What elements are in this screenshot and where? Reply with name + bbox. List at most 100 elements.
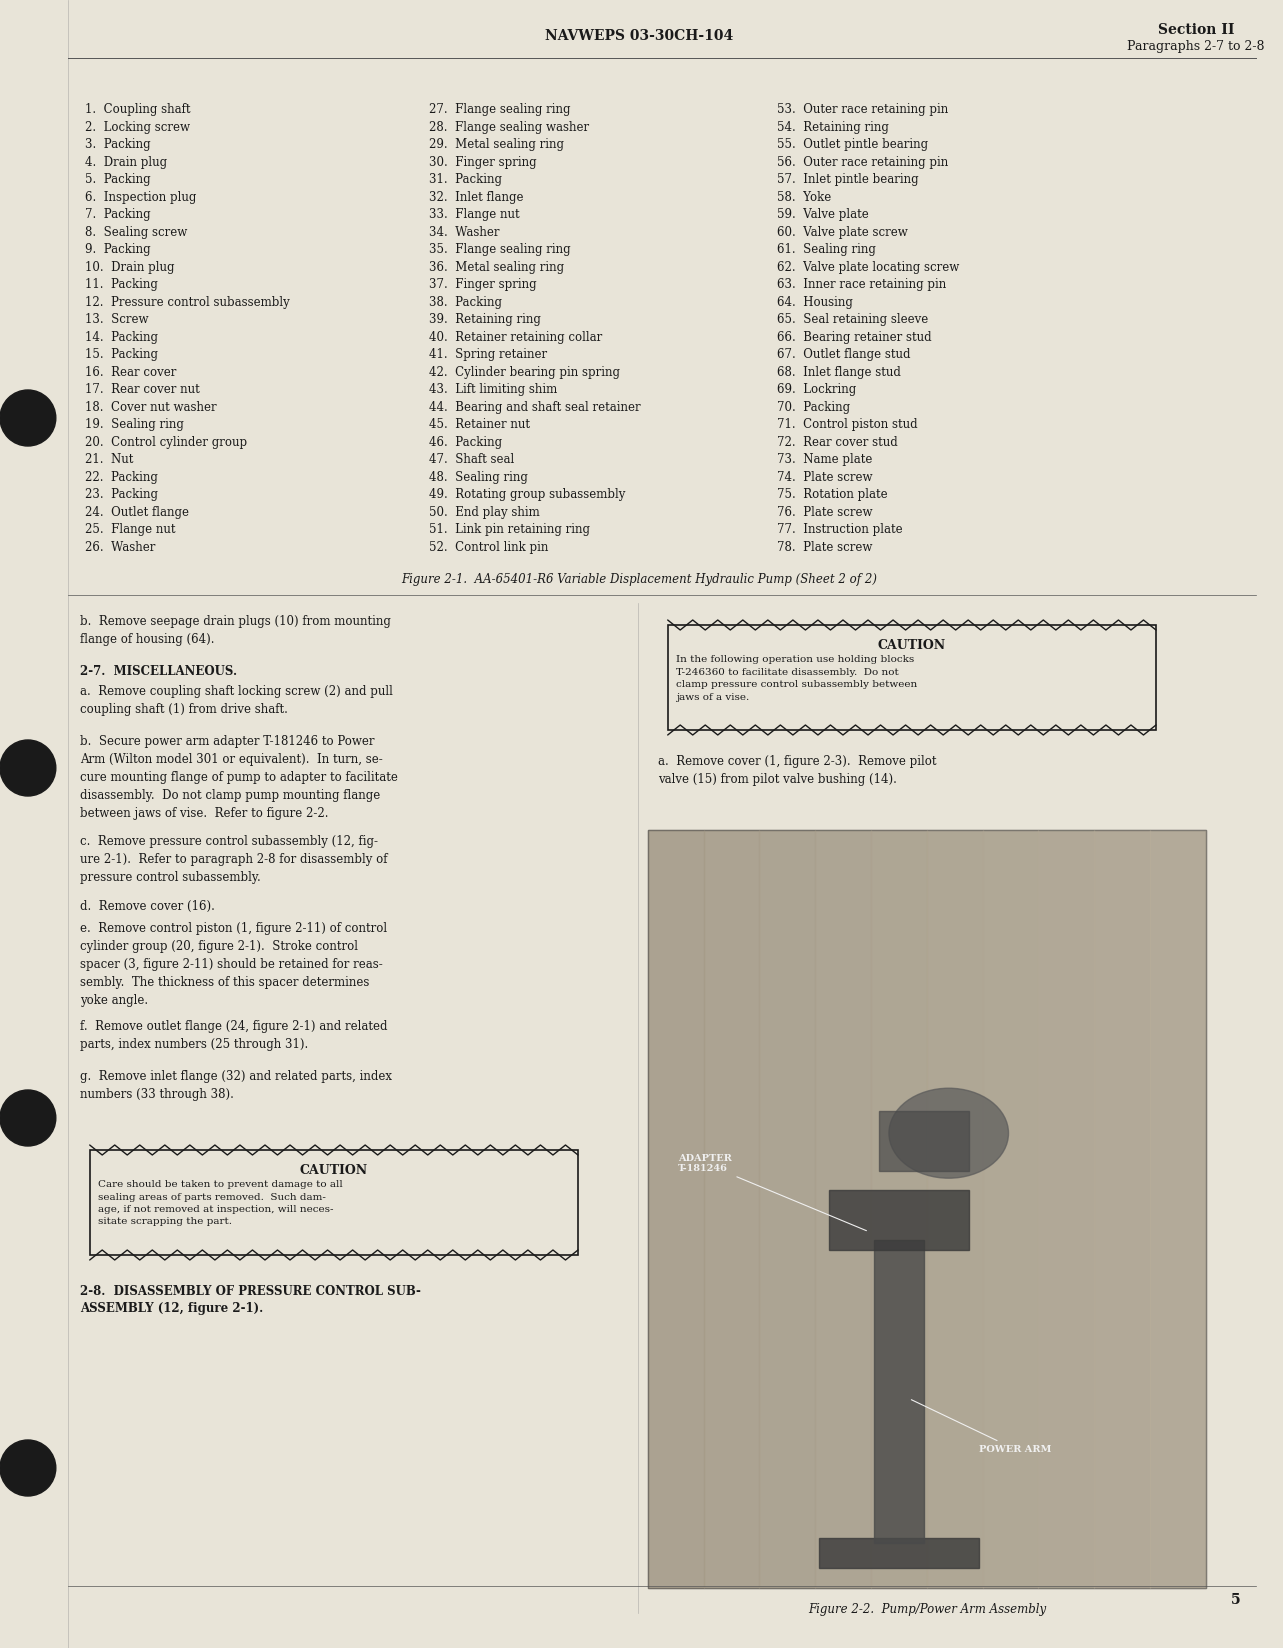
Text: 51.  Link pin retaining ring: 51. Link pin retaining ring	[429, 522, 589, 536]
Ellipse shape	[889, 1088, 1008, 1178]
Text: 3.  Packing: 3. Packing	[85, 138, 150, 152]
Text: 4.  Drain plug: 4. Drain plug	[85, 155, 167, 168]
Text: Paragraphs 2-7 to 2-8: Paragraphs 2-7 to 2-8	[1126, 40, 1265, 53]
Text: 8.  Sealing screw: 8. Sealing screw	[85, 226, 187, 239]
Text: Figure 2-2.  Pump/Power Arm Assembly: Figure 2-2. Pump/Power Arm Assembly	[808, 1604, 1046, 1617]
Text: 73.  Name plate: 73. Name plate	[777, 453, 872, 466]
Text: 33.  Flange nut: 33. Flange nut	[429, 208, 520, 221]
Text: 55.  Outlet pintle bearing: 55. Outlet pintle bearing	[777, 138, 929, 152]
Text: 27.  Flange sealing ring: 27. Flange sealing ring	[429, 104, 570, 115]
Text: 53.  Outer race retaining pin: 53. Outer race retaining pin	[777, 104, 948, 115]
Text: a.  Remove cover (1, figure 2-3).  Remove pilot
valve (15) from pilot valve bush: a. Remove cover (1, figure 2-3). Remove …	[658, 755, 937, 786]
Text: 46.  Packing: 46. Packing	[429, 435, 502, 448]
Text: 63.  Inner race retaining pin: 63. Inner race retaining pin	[777, 279, 947, 292]
Text: 16.  Rear cover: 16. Rear cover	[85, 366, 176, 379]
Bar	[871, 831, 926, 1589]
Bar	[648, 831, 703, 1589]
Text: 50.  End play shim: 50. End play shim	[429, 506, 539, 519]
Text: 10.  Drain plug: 10. Drain plug	[85, 260, 174, 274]
Text: 34.  Washer: 34. Washer	[429, 226, 499, 239]
Text: 77.  Instruction plate: 77. Instruction plate	[777, 522, 903, 536]
Circle shape	[0, 740, 55, 796]
Text: 18.  Cover nut washer: 18. Cover nut washer	[85, 400, 217, 414]
Text: 13.  Screw: 13. Screw	[85, 313, 149, 326]
Text: 2-7.  MISCELLANEOUS.: 2-7. MISCELLANEOUS.	[80, 666, 237, 677]
Bar	[1150, 831, 1206, 1589]
Text: 68.  Inlet flange stud: 68. Inlet flange stud	[777, 366, 901, 379]
Text: 14.  Packing: 14. Packing	[85, 331, 158, 343]
Text: 23.  Packing: 23. Packing	[85, 488, 158, 501]
Text: 76.  Plate screw: 76. Plate screw	[777, 506, 872, 519]
Text: 1.  Coupling shaft: 1. Coupling shaft	[85, 104, 190, 115]
Text: e.  Remove control piston (1, figure 2-11) of control
cylinder group (20, figure: e. Remove control piston (1, figure 2-11…	[80, 921, 387, 1007]
Text: 36.  Metal sealing ring: 36. Metal sealing ring	[429, 260, 563, 274]
Text: 39.  Retaining ring: 39. Retaining ring	[429, 313, 540, 326]
Text: 71.  Control piston stud: 71. Control piston stud	[777, 419, 917, 432]
Text: 66.  Bearing retainer stud: 66. Bearing retainer stud	[777, 331, 931, 343]
Text: 26.  Washer: 26. Washer	[85, 541, 155, 554]
Circle shape	[0, 391, 55, 447]
Text: 78.  Plate screw: 78. Plate screw	[777, 541, 872, 554]
Text: 24.  Outlet flange: 24. Outlet flange	[85, 506, 189, 519]
Text: 41.  Spring retainer: 41. Spring retainer	[429, 348, 547, 361]
Text: 48.  Sealing ring: 48. Sealing ring	[429, 470, 527, 483]
Text: 30.  Finger spring: 30. Finger spring	[429, 155, 536, 168]
Bar	[815, 831, 871, 1589]
Bar	[1038, 831, 1094, 1589]
Bar	[703, 831, 760, 1589]
Text: 49.  Rotating group subassembly: 49. Rotating group subassembly	[429, 488, 625, 501]
Text: CAUTION: CAUTION	[300, 1163, 368, 1177]
Text: 2.  Locking screw: 2. Locking screw	[85, 120, 190, 133]
Bar	[1094, 831, 1150, 1589]
Bar	[926, 831, 983, 1589]
Text: 28.  Flange sealing washer: 28. Flange sealing washer	[429, 120, 589, 133]
Text: 19.  Sealing ring: 19. Sealing ring	[85, 419, 183, 432]
Text: 11.  Packing: 11. Packing	[85, 279, 158, 292]
Text: 35.  Flange sealing ring: 35. Flange sealing ring	[429, 242, 570, 255]
Text: 67.  Outlet flange stud: 67. Outlet flange stud	[777, 348, 911, 361]
Text: g.  Remove inlet flange (32) and related parts, index
numbers (33 through 38).: g. Remove inlet flange (32) and related …	[80, 1070, 391, 1101]
Text: 64.  Housing: 64. Housing	[777, 295, 853, 308]
Text: 21.  Nut: 21. Nut	[85, 453, 133, 466]
Bar	[983, 831, 1038, 1589]
Text: 72.  Rear cover stud: 72. Rear cover stud	[777, 435, 898, 448]
Text: 70.  Packing: 70. Packing	[777, 400, 851, 414]
Text: 56.  Outer race retaining pin: 56. Outer race retaining pin	[777, 155, 948, 168]
Text: 12.  Pressure control subassembly: 12. Pressure control subassembly	[85, 295, 290, 308]
Text: Figure 2-1.  AA-65401-R6 Variable Displacement Hydraulic Pump (Sheet 2 of 2): Figure 2-1. AA-65401-R6 Variable Displac…	[400, 574, 876, 587]
Text: 58.  Yoke: 58. Yoke	[777, 191, 831, 203]
Text: d.  Remove cover (16).: d. Remove cover (16).	[80, 900, 214, 913]
Text: 52.  Control link pin: 52. Control link pin	[429, 541, 548, 554]
Text: 59.  Valve plate: 59. Valve plate	[777, 208, 869, 221]
Text: Section II: Section II	[1157, 23, 1234, 36]
Text: b.  Remove seepage drain plugs (10) from mounting
flange of housing (64).: b. Remove seepage drain plugs (10) from …	[80, 615, 390, 646]
Text: 9.  Packing: 9. Packing	[85, 242, 150, 255]
Text: Care should be taken to prevent damage to all
sealing areas of parts removed.  S: Care should be taken to prevent damage t…	[98, 1180, 343, 1226]
Text: 17.  Rear cover nut: 17. Rear cover nut	[85, 382, 199, 396]
Text: 65.  Seal retaining sleeve: 65. Seal retaining sleeve	[777, 313, 929, 326]
Text: 54.  Retaining ring: 54. Retaining ring	[777, 120, 889, 133]
Text: 75.  Rotation plate: 75. Rotation plate	[777, 488, 888, 501]
Text: f.  Remove outlet flange (24, figure 2-1) and related
parts, index numbers (25 t: f. Remove outlet flange (24, figure 2-1)…	[80, 1020, 387, 1051]
Text: 45.  Retainer nut: 45. Retainer nut	[429, 419, 530, 432]
Text: POWER ARM: POWER ARM	[911, 1399, 1051, 1454]
Text: 7.  Packing: 7. Packing	[85, 208, 150, 221]
Text: 25.  Flange nut: 25. Flange nut	[85, 522, 176, 536]
FancyBboxPatch shape	[648, 831, 1206, 1589]
Text: 22.  Packing: 22. Packing	[85, 470, 158, 483]
Text: 6.  Inspection plug: 6. Inspection plug	[85, 191, 196, 203]
Text: a.  Remove coupling shaft locking screw (2) and pull
coupling shaft (1) from dri: a. Remove coupling shaft locking screw (…	[80, 686, 393, 715]
Text: 69.  Lockring: 69. Lockring	[777, 382, 857, 396]
Bar	[874, 1239, 924, 1543]
Text: 20.  Control cylinder group: 20. Control cylinder group	[85, 435, 246, 448]
Text: 40.  Retainer retaining collar: 40. Retainer retaining collar	[429, 331, 602, 343]
Text: ADAPTER
T-181246: ADAPTER T-181246	[677, 1154, 866, 1231]
Text: 29.  Metal sealing ring: 29. Metal sealing ring	[429, 138, 563, 152]
Text: In the following operation use holding blocks
T-246360 to facilitate disassembly: In the following operation use holding b…	[676, 654, 917, 702]
Text: c.  Remove pressure control subassembly (12, fig-
ure 2-1).  Refer to paragraph : c. Remove pressure control subassembly (…	[80, 836, 387, 883]
Text: 60.  Valve plate screw: 60. Valve plate screw	[777, 226, 908, 239]
Text: 5.  Packing: 5. Packing	[85, 173, 150, 186]
Text: 57.  Inlet pintle bearing: 57. Inlet pintle bearing	[777, 173, 919, 186]
Text: NAVWEPS 03-30CH-104: NAVWEPS 03-30CH-104	[545, 30, 733, 43]
Text: 31.  Packing: 31. Packing	[429, 173, 502, 186]
